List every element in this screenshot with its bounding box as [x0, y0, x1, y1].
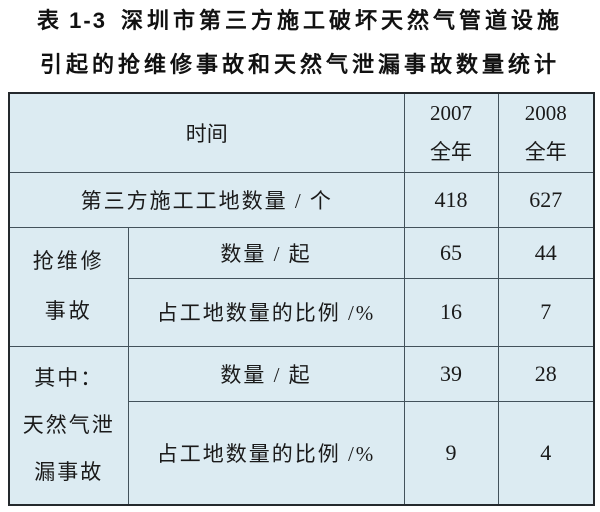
header-time-cell: 时间	[8, 92, 405, 173]
table-row: 占工地数量的比例 /% 16 7	[9, 277, 595, 347]
leak-ratio-label-cell: 占工地数量的比例 /%	[127, 400, 405, 506]
table-row: 占工地数量的比例 /% 9 4	[9, 400, 595, 506]
repair-group-cell: 抢维修 事故	[8, 226, 129, 347]
repair-count-2008-value: 44	[497, 226, 595, 279]
leak-count-2007-value: 39	[403, 345, 499, 402]
table-number: 表 1-3	[37, 8, 107, 33]
table-row: 第三方施工工地数量 / 个 418 627	[8, 171, 595, 228]
leak-group-cell: 其中： 天然气泄 漏事故	[8, 345, 129, 506]
table-row: 其中： 天然气泄 漏事故 数量 / 起 39 28	[8, 345, 595, 506]
caption-text-1: 深圳市第三方施工破坏天然气管道设施	[120, 8, 563, 33]
table-row: 时间 2007 全年 2008 全年	[8, 92, 595, 173]
repair-ratio-label-cell: 占工地数量的比例 /%	[127, 277, 405, 347]
leak-count-2008-value: 28	[497, 345, 595, 402]
caption-line-2: 引起的抢维修事故和天然气泄漏事故数量统计	[39, 52, 560, 77]
table-row: 抢维修 事故 数量 / 起 65 44	[8, 226, 595, 347]
sites-2008-value: 627	[497, 171, 595, 228]
repair-count-label-cell: 数量 / 起	[127, 226, 405, 279]
sites-2007-value: 418	[403, 171, 499, 228]
repair-ratio-2007-value: 16	[403, 277, 499, 347]
table-caption: 表 1-3 深圳市第三方施工破坏天然气管道设施 引起的抢维修事故和天然气泄漏事故数…	[0, 6, 600, 80]
sites-label-cell: 第三方施工工地数量 / 个	[8, 171, 405, 228]
caption-line-1: 表 1-3 深圳市第三方施工破坏天然气管道设施	[0, 6, 600, 36]
leak-count-label-cell: 数量 / 起	[127, 345, 405, 402]
leak-ratio-2008-value: 4	[497, 400, 595, 506]
repair-count-2007-value: 65	[403, 226, 499, 279]
statistics-table: 时间 2007 全年 2008 全年 第三方施工工地数量 / 个 418 627…	[8, 92, 595, 507]
header-2007-cell: 2007 全年	[403, 92, 499, 173]
header-2008-cell: 2008 全年	[497, 92, 595, 173]
leak-ratio-2007-value: 9	[403, 400, 499, 506]
repair-ratio-2008-value: 7	[497, 277, 595, 347]
